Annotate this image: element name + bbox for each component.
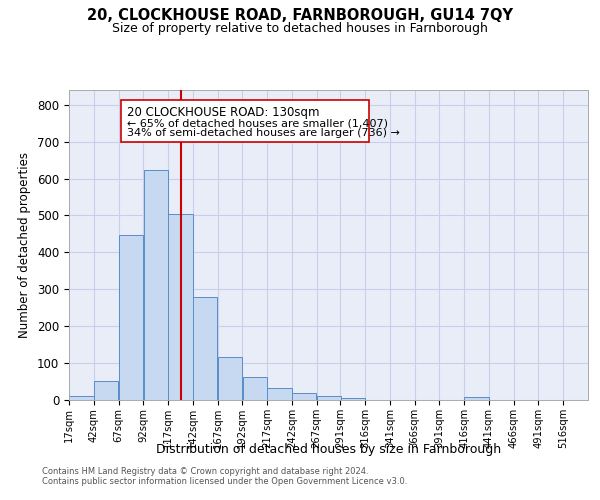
Bar [143, 170, 168, 400]
Bar [119, 234, 143, 400]
Bar [268, 388, 292, 400]
Bar [341, 398, 365, 400]
Text: 20, CLOCKHOUSE ROAD, FARNBOROUGH, GU14 7QY: 20, CLOCKHOUSE ROAD, FARNBOROUGH, GU14 7… [87, 8, 513, 22]
Bar [69, 396, 94, 400]
Text: Size of property relative to detached houses in Farnborough: Size of property relative to detached ho… [112, 22, 488, 35]
Bar [168, 214, 193, 400]
Text: ← 65% of detached houses are smaller (1,407): ← 65% of detached houses are smaller (1,… [127, 118, 388, 128]
Bar [464, 397, 489, 400]
Bar [317, 396, 341, 400]
Text: 34% of semi-detached houses are larger (736) →: 34% of semi-detached houses are larger (… [127, 128, 400, 138]
FancyBboxPatch shape [121, 100, 369, 141]
Text: 20 CLOCKHOUSE ROAD: 130sqm: 20 CLOCKHOUSE ROAD: 130sqm [127, 106, 320, 119]
Bar [292, 394, 316, 400]
Text: Distribution of detached houses by size in Farnborough: Distribution of detached houses by size … [156, 442, 502, 456]
Bar [218, 357, 242, 400]
Y-axis label: Number of detached properties: Number of detached properties [19, 152, 31, 338]
Bar [193, 296, 217, 400]
Bar [242, 377, 267, 400]
Text: Contains HM Land Registry data © Crown copyright and database right 2024.: Contains HM Land Registry data © Crown c… [42, 467, 368, 476]
Bar [94, 381, 118, 400]
Text: Contains public sector information licensed under the Open Government Licence v3: Contains public sector information licen… [42, 477, 407, 486]
